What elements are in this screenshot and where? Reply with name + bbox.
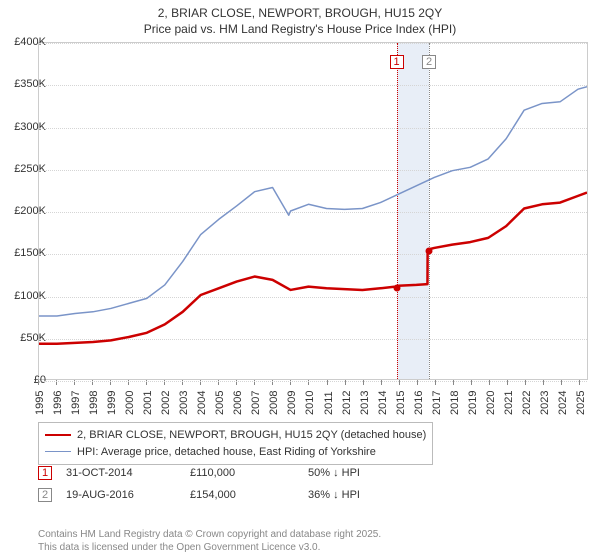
xtick-label: 2003	[178, 391, 190, 415]
sale-date-2: 19-AUG-2016	[66, 489, 176, 501]
xtick-label: 2000	[124, 391, 136, 415]
sale-date-1: 31-OCT-2014	[66, 467, 176, 479]
xtick-label: 2014	[377, 391, 389, 415]
sale-marker-2: 2	[38, 488, 52, 502]
title-line-2: Price paid vs. HM Land Registry's House …	[0, 22, 600, 38]
xtick-label: 2023	[539, 391, 551, 415]
xtick-label: 2016	[413, 391, 425, 415]
xtick-label: 1995	[34, 391, 46, 415]
sale-price-1: £110,000	[190, 467, 294, 479]
sale-delta-2: 36% ↓ HPI	[308, 489, 360, 501]
legend-box: 2, BRIAR CLOSE, NEWPORT, BROUGH, HU15 2Q…	[38, 422, 433, 465]
xtick-label: 1996	[52, 391, 64, 415]
legend-swatch-hpi	[45, 451, 71, 452]
xtick-label: 2024	[557, 391, 569, 415]
series-price-paid	[39, 193, 587, 344]
series-svg	[39, 43, 587, 379]
sales-row-2: 2 19-AUG-2016 £154,000 36% ↓ HPI	[38, 488, 360, 502]
xtick-label: 1999	[106, 391, 118, 415]
xtick-label: 1998	[88, 391, 100, 415]
series-hpi	[39, 87, 587, 316]
xtick-label: 2019	[467, 391, 479, 415]
xtick-label: 2022	[521, 391, 533, 415]
sales-row-1: 1 31-OCT-2014 £110,000 50% ↓ HPI	[38, 466, 360, 480]
xtick-label: 2021	[503, 391, 515, 415]
xtick-label: 2001	[142, 391, 154, 415]
xtick-label: 2008	[268, 391, 280, 415]
xtick-label: 2005	[214, 391, 226, 415]
price-marker	[393, 285, 400, 292]
xtick-label: 2018	[449, 391, 461, 415]
xtick-label: 2012	[341, 391, 353, 415]
legend-swatch-price	[45, 434, 71, 436]
legend-label-price: 2, BRIAR CLOSE, NEWPORT, BROUGH, HU15 2Q…	[77, 427, 426, 444]
sale-marker-1: 1	[38, 466, 52, 480]
xtick-label: 2009	[286, 391, 298, 415]
sale-delta-1: 50% ↓ HPI	[308, 467, 360, 479]
footer-line-2: This data is licensed under the Open Gov…	[38, 541, 381, 554]
price-marker	[426, 247, 433, 254]
xtick-label: 2007	[250, 391, 262, 415]
xtick-label: 2004	[196, 391, 208, 415]
legend-row-hpi: HPI: Average price, detached house, East…	[45, 444, 426, 461]
xtick-label: 2020	[485, 391, 497, 415]
xtick-label: 1997	[70, 391, 82, 415]
legend: 2, BRIAR CLOSE, NEWPORT, BROUGH, HU15 2Q…	[38, 422, 588, 465]
xtick-label: 2011	[323, 391, 335, 415]
gridline	[39, 381, 587, 382]
footer: Contains HM Land Registry data © Crown c…	[38, 528, 381, 554]
chart-title: 2, BRIAR CLOSE, NEWPORT, BROUGH, HU15 2Q…	[0, 0, 600, 37]
xtick-label: 2002	[160, 391, 172, 415]
legend-row-price: 2, BRIAR CLOSE, NEWPORT, BROUGH, HU15 2Q…	[45, 427, 426, 444]
chart-container: 2, BRIAR CLOSE, NEWPORT, BROUGH, HU15 2Q…	[0, 0, 600, 560]
legend-label-hpi: HPI: Average price, detached house, East…	[77, 444, 376, 461]
title-line-1: 2, BRIAR CLOSE, NEWPORT, BROUGH, HU15 2Q…	[0, 6, 600, 22]
xtick-label: 2017	[431, 391, 443, 415]
sales-table: 1 31-OCT-2014 £110,000 50% ↓ HPI 2 19-AU…	[38, 466, 360, 510]
sale-number-box: 1	[390, 55, 404, 69]
plot-area: 12	[38, 42, 588, 380]
sale-number-box: 2	[422, 55, 436, 69]
xtick-label: 2013	[359, 391, 371, 415]
sale-price-2: £154,000	[190, 489, 294, 501]
xtick-label: 2015	[395, 391, 407, 415]
xtick-label: 2025	[575, 391, 587, 415]
xtick-label: 2010	[304, 391, 316, 415]
footer-line-1: Contains HM Land Registry data © Crown c…	[38, 528, 381, 541]
xtick-label: 2006	[232, 391, 244, 415]
